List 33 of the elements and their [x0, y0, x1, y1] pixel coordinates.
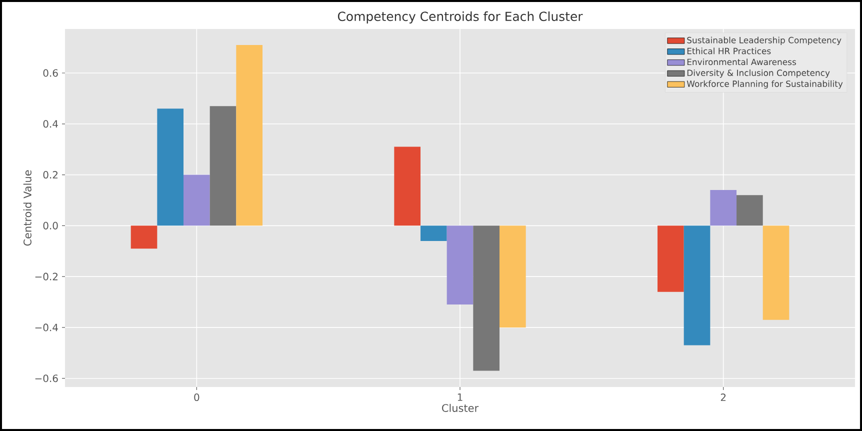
y-tick-label: −0.6 [35, 374, 58, 382]
bar [473, 226, 500, 371]
bar [236, 45, 263, 226]
legend-label: Ethical HR Practices [687, 48, 771, 54]
x-axis-title: Cluster [442, 404, 479, 412]
bar [710, 190, 737, 226]
y-tick-label: 0.4 [43, 120, 58, 128]
y-tick-label: 0.2 [43, 171, 58, 179]
y-axis-title: Centroid Value [23, 170, 32, 246]
bar [394, 146, 421, 226]
bar [184, 174, 210, 226]
bar [658, 226, 684, 292]
y-tick-label: 0.0 [43, 222, 58, 230]
x-tick-label: 0 [194, 394, 200, 402]
legend-label: Environmental Awareness [687, 58, 796, 66]
chart-title: Competency Centroids for Each Cluster [338, 11, 583, 24]
legend-label: Workforce Planning for Sustainability [686, 80, 843, 89]
y-tick-label: −0.4 [35, 324, 58, 332]
legend-label: Diversity & Inclusion Competency [687, 69, 830, 78]
x-tick-label: 1 [458, 394, 462, 401]
legend-label: Sustainable Leadership Competency [687, 36, 842, 45]
bar [130, 226, 158, 249]
bar [210, 106, 236, 226]
x-tick-label: 2 [720, 394, 726, 401]
bar [446, 226, 474, 305]
bar [500, 226, 526, 328]
bar [157, 108, 184, 226]
y-tick-label: 0.6 [43, 69, 58, 77]
bar [420, 226, 447, 241]
bar [684, 226, 710, 346]
bar [762, 226, 790, 320]
y-tick-label: −0.2 [35, 272, 58, 280]
bar [736, 195, 763, 226]
